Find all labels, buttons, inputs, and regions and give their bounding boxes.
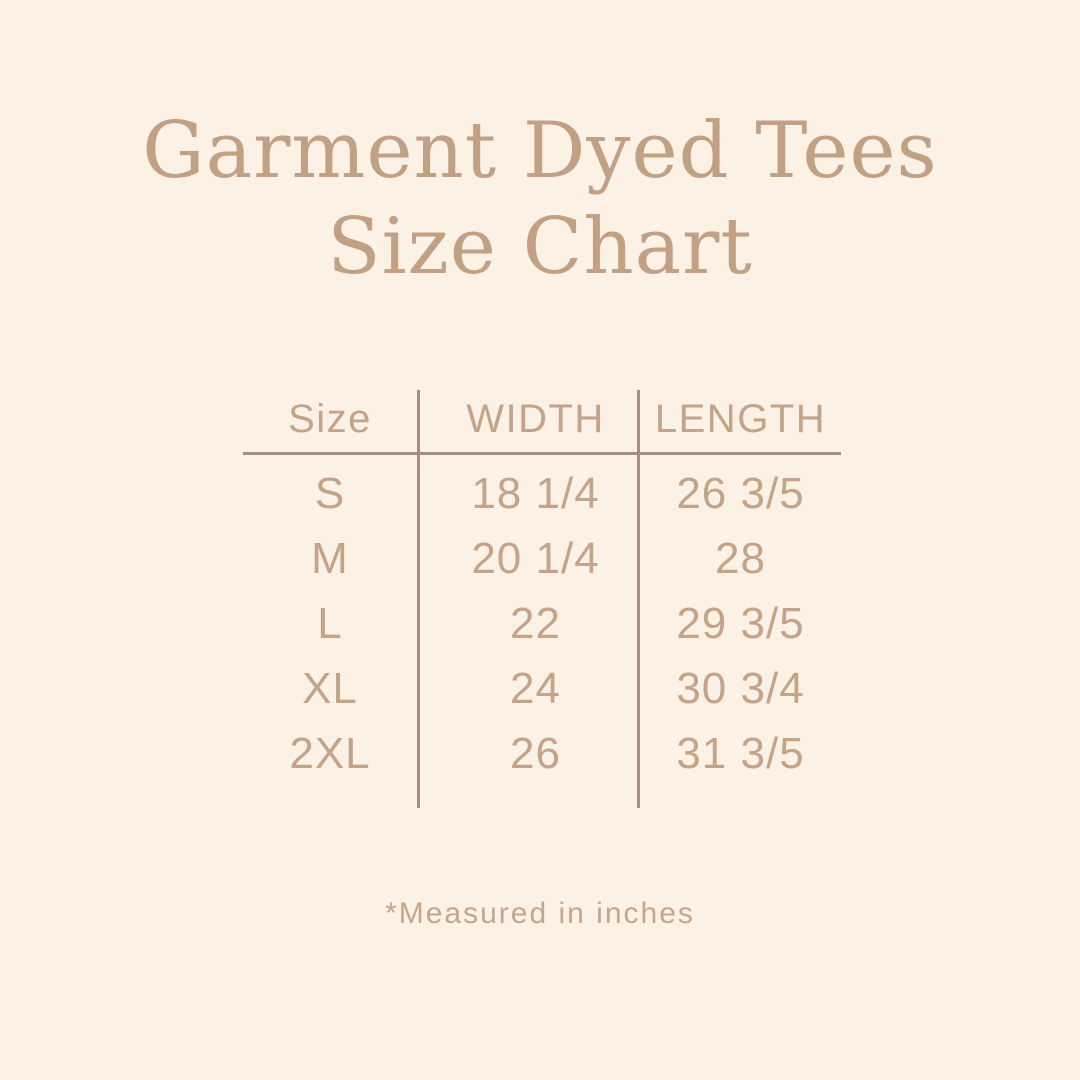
table-cell-size: M [311, 534, 349, 583]
table-cell-width: 20 1/4 [417, 520, 640, 585]
table-rule-extension [243, 780, 417, 808]
table-cell-length: 26 3/5 [676, 469, 805, 518]
table-rule-extension [417, 780, 640, 808]
column-header-width: WIDTH [417, 390, 640, 455]
page-title: Garment Dyed Tees Size Chart [0, 103, 1080, 295]
table-cell-width: 24 [417, 650, 640, 715]
table-rule-extension [640, 780, 841, 808]
table-cell-size: L [317, 599, 343, 648]
size-chart-table: Size WIDTH LENGTH S 18 1/4 26 3/5 M 20 1… [243, 390, 841, 808]
table-cell-length: 30 3/4 [676, 664, 805, 713]
title-line-1: Garment Dyed Tees [142, 106, 938, 196]
table-cell-width: 18 1/4 [417, 455, 640, 520]
title-line-2: Size Chart [327, 202, 753, 292]
measurement-note: *Measured in inches [385, 897, 695, 930]
table-cell-size: 2XL [289, 729, 371, 778]
column-header-size: Size [243, 390, 417, 455]
table-cell-length: 31 3/5 [676, 729, 805, 778]
table-cell-length: 29 3/5 [676, 599, 805, 648]
table-cell-size: S [314, 469, 346, 518]
table-cell-width: 22 [417, 585, 640, 650]
table-cell-length: 28 [715, 534, 766, 583]
table-cell-width: 26 [417, 715, 640, 780]
table-cell-size: XL [302, 664, 358, 713]
column-header-length: LENGTH [640, 390, 841, 455]
